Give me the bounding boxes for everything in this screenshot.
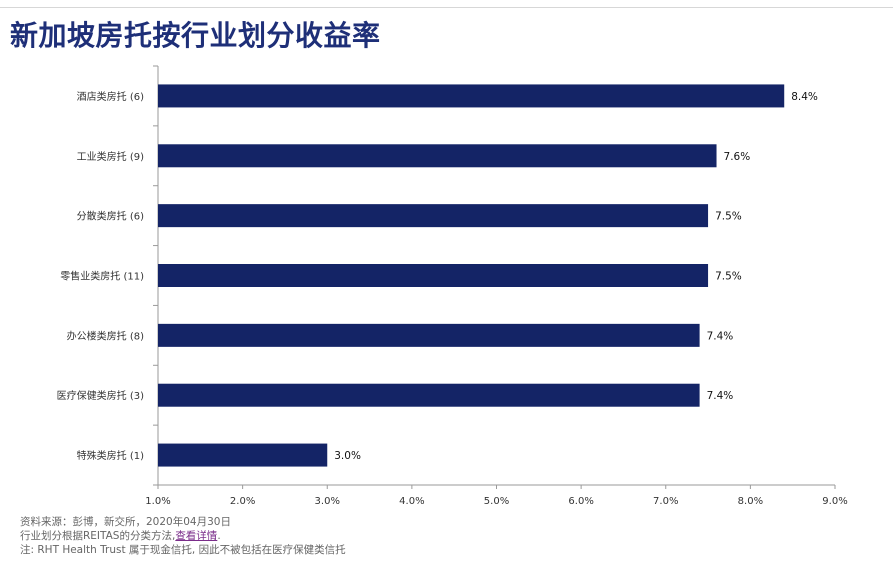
data-label: 7.5% (715, 271, 742, 283)
exclusion-note: 注: RHT Health Trust 属于现金信托, 因此不被包括在医疗保健类… (20, 544, 346, 556)
x-tick-label: 3.0% (315, 496, 340, 507)
x-tick-label: 8.0% (738, 496, 763, 507)
bar (158, 84, 785, 108)
top-divider (0, 7, 893, 8)
category-label: 工业类房托 (9) (77, 150, 144, 163)
bar (158, 443, 328, 467)
x-tick-label: 6.0% (568, 496, 593, 507)
data-label: 7.4% (707, 390, 734, 402)
data-label: 8.4% (791, 91, 818, 103)
x-tick-label: 4.0% (399, 496, 424, 507)
bar (158, 264, 709, 287)
details-link[interactable]: 查看详情 (175, 530, 218, 542)
data-label: 3.0% (334, 450, 361, 462)
category-label: 酒店类房托 (6) (77, 90, 144, 103)
method-note: 行业划分根据REITAS的分类方法,查看详情. (20, 529, 346, 543)
page-title: 新加坡房托按行业划分收益率 (10, 19, 381, 52)
data-label: 7.5% (715, 211, 742, 223)
x-tick-label: 5.0% (484, 496, 509, 507)
category-label: 分散类房托 (6) (77, 210, 144, 223)
bar (158, 383, 700, 407)
data-label: 7.4% (707, 330, 734, 342)
category-label: 特殊类房托 (1) (77, 449, 144, 462)
category-label: 办公楼类房托 (8) (67, 329, 144, 342)
category-label: 医疗保健类房托 (3) (57, 389, 144, 402)
x-tick-label: 2.0% (230, 496, 255, 507)
category-label: 零售业类房托 (11) (60, 270, 144, 283)
source-note: 资料来源：彭博，新交所，2020年04月30日 (20, 516, 231, 528)
bar-chart: 1.0% 2.0% 3.0% 4.0% 5.0% 6.0% 7.0% 8.0% 9.0% 酒店类房… (57, 65, 848, 507)
bar (158, 323, 700, 347)
method-note-end: . (217, 530, 221, 542)
chart-footer: 资料来源：彭博，新交所，2020年04月30日 行业划分根据REITAS的分类方… (20, 515, 346, 557)
bar (158, 144, 717, 168)
data-label: 7.6% (724, 151, 751, 163)
x-tick-label: 9.0% (822, 496, 847, 507)
x-tick-label: 7.0% (653, 496, 678, 507)
x-tick-label: 1.0% (145, 496, 170, 507)
bar (158, 204, 709, 228)
method-note-text: 行业划分根据REITAS的分类方法, (20, 530, 176, 542)
